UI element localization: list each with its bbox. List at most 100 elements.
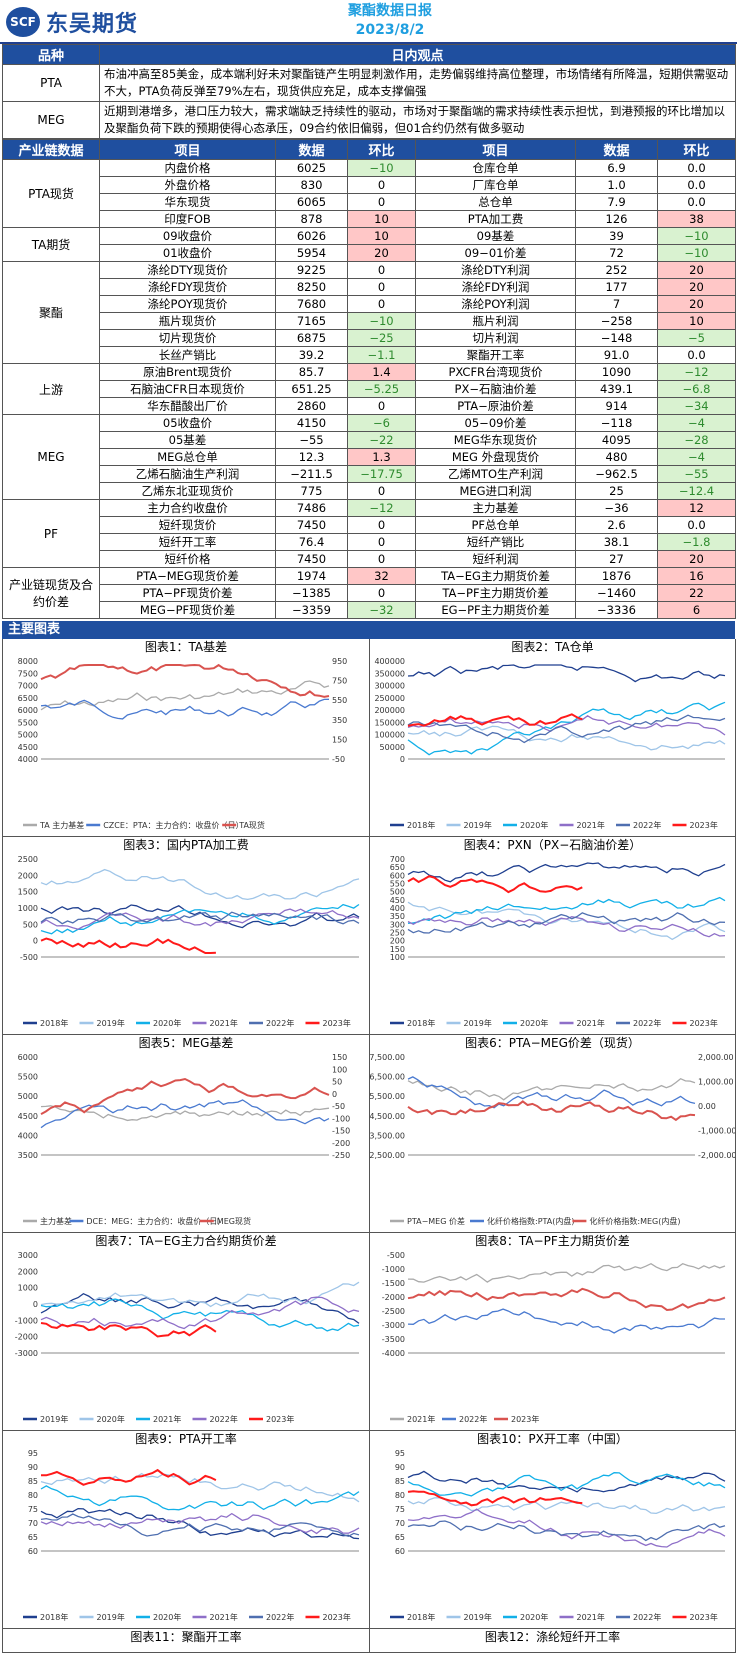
- chart-title: 图表7：TA−EG主力合约期货价差: [95, 1234, 277, 1248]
- table-row: 短纤价格 7450 0 短纤利润 27 20: [3, 550, 736, 568]
- y2-tick-label: -150: [332, 1127, 350, 1136]
- report-title: 聚酯数据日报: [348, 3, 432, 19]
- y-tick-label: 2000: [18, 871, 38, 880]
- data-cell: 乙烯石脑油生产利润: [99, 465, 276, 483]
- data-cell: 25: [575, 482, 658, 500]
- series-line: [40, 1513, 360, 1538]
- y-tick-label: 350: [390, 912, 405, 921]
- y-tick-label: 100000: [374, 731, 405, 740]
- chart-panel: 图表9：PTA开工率 95 90 85 80 75 70 65 60 2018年 2019年 2020…: [3, 1431, 370, 1629]
- legend-label: 2018年: [40, 1018, 68, 1028]
- data-cell: −118: [575, 414, 658, 432]
- y2-tick-label: 950: [332, 657, 347, 666]
- report-header: SCF 东吴期货 聚酯数据日报 2023/8/2: [0, 0, 737, 44]
- data-cell: 短纤利润: [415, 550, 576, 568]
- data-cell: 厂库仓单: [415, 176, 576, 194]
- data-cell: 长丝产销比: [99, 346, 276, 364]
- company-logo: SCF 东吴期货: [6, 6, 138, 38]
- y-tick-label: -3500: [382, 1335, 405, 1344]
- y-tick-label: 500: [23, 920, 38, 929]
- chart-panel: 图表11：聚酯开工率: [3, 1629, 370, 1653]
- data-cell: 1.4: [347, 363, 416, 381]
- y-tick-label: 2,500.00: [370, 1151, 405, 1160]
- y-tick-label: 600: [390, 871, 405, 880]
- table-row: 切片现货价 6875 −25 切片利润 −148 −5: [3, 329, 736, 347]
- data-cell: 5954: [275, 244, 348, 262]
- data-cell: 1.0: [575, 176, 658, 194]
- y-tick-label: 95: [28, 1449, 38, 1458]
- y-tick-label: 550: [390, 880, 405, 889]
- legend-label: 2021年: [153, 1414, 181, 1424]
- table-row: MEG总仓单 12.3 1.3 MEG 外盘现货价 480 −4: [3, 448, 736, 466]
- chart-plot: 95 90 85 80 75 70 65 60 2018年 2019年 2020年 2021年 2022…: [23, 1449, 360, 1622]
- y-tick-label: 65: [28, 1533, 38, 1542]
- y2-tick-label: -100: [332, 1114, 350, 1123]
- data-cell: 0: [347, 193, 416, 211]
- data-cell: 775: [275, 482, 348, 500]
- y-tick-label: 1500: [18, 888, 38, 897]
- series-line: [40, 1485, 360, 1511]
- data-cell: 38: [657, 210, 736, 228]
- y-tick-label: 100: [390, 953, 405, 962]
- data-cell: 72: [575, 244, 658, 262]
- y2-tick-label: 150: [332, 1053, 347, 1062]
- data-cell: 830: [275, 176, 348, 194]
- legend-label: 2022年: [266, 1018, 294, 1028]
- series-line: [407, 1262, 726, 1283]
- y-tick-label: 200: [390, 937, 405, 946]
- table-row: 上游 原油Brent现货价 85.7 1.4 PXCFR台湾现货价 1090 −12: [2, 363, 736, 415]
- y-tick-label: 5500: [18, 718, 38, 727]
- legend-label: 2019年: [97, 1018, 125, 1028]
- legend-label: 2020年: [520, 820, 548, 830]
- series-line: [40, 680, 330, 711]
- series-line: [407, 701, 726, 756]
- data-cell: 0: [347, 516, 416, 534]
- data-cell: 切片现货价: [99, 329, 276, 347]
- data-cell: PTA加工费: [415, 210, 576, 228]
- data-cell: 总仓单: [415, 193, 576, 211]
- legend-label: 2019年: [97, 1612, 125, 1622]
- y-tick-label: 5000: [18, 731, 38, 740]
- legend-label: 2020年: [153, 1018, 181, 1028]
- data-cell: MEG总仓单: [99, 448, 276, 466]
- y-tick-label: 300000: [374, 682, 405, 691]
- y2-tick-label: -50: [332, 1102, 345, 1111]
- chart-plot: 3000 2000 1000 0 -1000 -2000 -3000 2019年 2020年 20…: [15, 1251, 360, 1424]
- y-tick-label: 95: [395, 1449, 405, 1458]
- series-line: [40, 1512, 360, 1535]
- data-cell: 7.9: [575, 193, 658, 211]
- data-cell: 0: [347, 584, 416, 602]
- y-tick-label: 65: [395, 1533, 405, 1542]
- data-cell: 0: [347, 397, 416, 415]
- series-line: [407, 1520, 726, 1542]
- data-cell: −34: [657, 397, 736, 415]
- y2-tick-label: 100: [332, 1065, 347, 1074]
- data-cell: 0.0: [657, 176, 736, 194]
- chart-title: 图表5：MEG基差: [138, 1036, 234, 1050]
- legend-label: 主力基差: [40, 1216, 72, 1226]
- data-cell: 22: [657, 584, 736, 602]
- data-cell: 印度FOB: [99, 210, 276, 228]
- y-tick-label: 7500: [18, 669, 38, 678]
- data-cell: PTA−MEG现货价差: [99, 567, 276, 585]
- y-tick-label: 3000: [18, 1251, 38, 1260]
- y-tick-label: 75: [395, 1505, 405, 1514]
- y-tick-label: 300: [390, 920, 405, 929]
- data-cell: 10: [347, 227, 416, 245]
- series-line: [40, 1099, 330, 1129]
- data-cell: 252: [575, 261, 658, 279]
- table-row: 华东现货 6065 0 总仓单 7.9 0.0: [3, 193, 736, 211]
- data-cell: −3359: [275, 601, 348, 619]
- view-text: 布油冲高至85美金，成本端利好未对聚酯链产生明显刺激作用，走势偏弱维持高位整理，…: [99, 64, 736, 102]
- legend-label: 2021年: [407, 1414, 435, 1424]
- data-cell: 0: [347, 261, 416, 279]
- chart-title: 图表4：PXN（PX−石脑油价差）: [463, 838, 642, 852]
- table-header: 环比: [657, 139, 736, 160]
- y2-tick-label: 50: [332, 1078, 342, 1087]
- table-row: TA期货 09收盘价 6026 10 09基差 39 −10: [2, 227, 736, 262]
- y-tick-label: 60: [395, 1547, 405, 1556]
- data-cell: 华东现货: [99, 193, 276, 211]
- series-line: [407, 1470, 726, 1493]
- view-text: 近期到港增多，港口压力较大，需求端缺乏持续性的驱动，市场对于聚酯端的需求持续性表…: [99, 101, 736, 139]
- data-cell: 85.7: [275, 363, 348, 381]
